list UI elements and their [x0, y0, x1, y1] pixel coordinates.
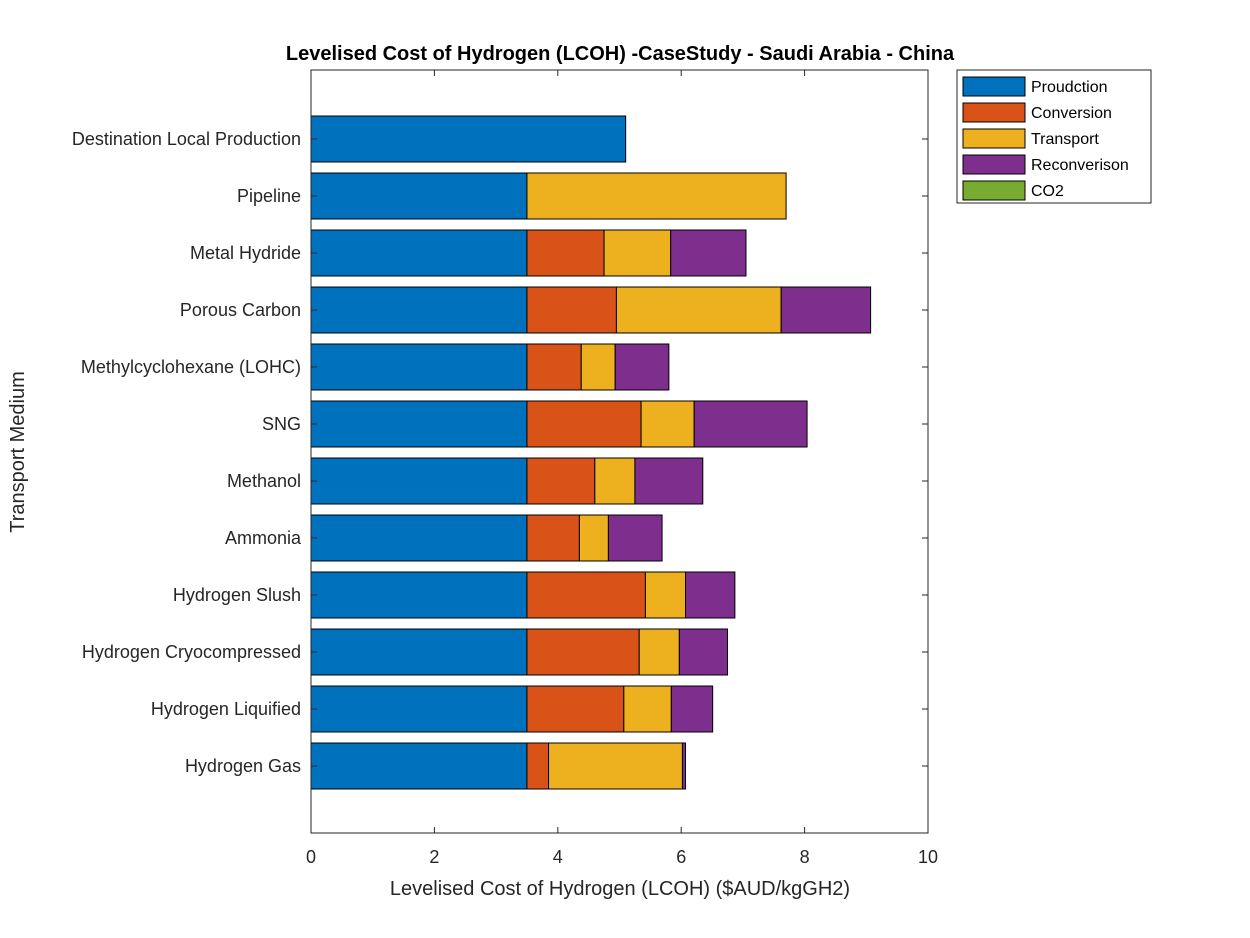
y-tick-label: Hydrogen Liquified	[151, 699, 301, 719]
y-tick-label: Hydrogen Slush	[173, 585, 301, 605]
bar-reconverison-8	[685, 571, 736, 619]
legend-swatch-reconverison	[962, 154, 1026, 175]
bar-conversion-7	[526, 514, 580, 562]
bar-reconverison-10	[670, 685, 714, 733]
bars-group	[310, 115, 872, 790]
bar-transport-1	[526, 172, 787, 220]
y-tick-label: SNG	[262, 414, 301, 434]
bar-conversion-4	[526, 343, 582, 391]
y-tick-label: Ammonia	[225, 528, 302, 548]
bar-proudction-11	[310, 742, 528, 790]
bar-conversion-5	[526, 400, 642, 448]
bar-proudction-2	[310, 229, 528, 277]
bar-conversion-9	[526, 628, 640, 676]
x-tick-label: 6	[676, 847, 686, 867]
y-tick-label: Destination Local Production	[72, 129, 301, 149]
bar-proudction-4	[310, 343, 528, 391]
x-tick-label: 8	[800, 847, 810, 867]
chart-title: Levelised Cost of Hydrogen (LCOH) -CaseS…	[286, 43, 955, 65]
bar-transport-9	[638, 628, 680, 676]
bar-transport-5	[640, 400, 695, 448]
x-tick-label: 0	[306, 847, 316, 867]
x-tick-label: 2	[429, 847, 439, 867]
bar-proudction-9	[310, 628, 528, 676]
bar-transport-8	[644, 571, 687, 619]
bar-proudction-3	[310, 286, 528, 334]
bar-transport-11	[548, 742, 683, 790]
bar-reconverison-11	[681, 742, 687, 790]
y-tick-label: Methanol	[227, 471, 301, 491]
legend-label-transport: Transport	[1031, 131, 1099, 148]
legend-swatch-co2	[962, 180, 1026, 201]
bar-reconverison-3	[780, 286, 872, 334]
y-axis-label: Transport Medium	[7, 371, 29, 533]
legend-label-conversion: Conversion	[1031, 105, 1112, 122]
bar-conversion-2	[526, 229, 605, 277]
y-tick-label: Metal Hydride	[190, 243, 301, 263]
bar-transport-7	[578, 514, 609, 562]
bar-transport-4	[580, 343, 616, 391]
bar-transport-10	[623, 685, 672, 733]
bar-conversion-11	[526, 742, 550, 790]
x-tick-label: 4	[553, 847, 563, 867]
y-tick-label: Porous Carbon	[180, 300, 301, 320]
x-axis: 0 2 4 6 8 10	[306, 70, 938, 867]
legend-swatch-transport	[962, 128, 1026, 149]
x-axis-label: Levelised Cost of Hydrogen (LCOH) ($AUD/…	[390, 878, 850, 900]
bar-proudction-5	[310, 400, 528, 448]
legend[interactable]: Proudction Conversion Transport Reconveriso…	[956, 69, 1152, 204]
bar-transport-6	[594, 457, 636, 505]
bar-transport-2	[603, 229, 672, 277]
bar-reconverison-6	[634, 457, 704, 505]
y-axis: Destination Local Production Pipeline Meta…	[72, 129, 928, 776]
bar-proudction-10	[310, 685, 528, 733]
y-tick-label: Hydrogen Gas	[185, 756, 301, 776]
bar-conversion-3	[526, 286, 617, 334]
bar-proudction-7	[310, 514, 528, 562]
legend-label-reconverison: Reconverison	[1031, 157, 1129, 174]
bar-reconverison-4	[614, 343, 670, 391]
bar-conversion-8	[526, 571, 646, 619]
bar-reconverison-7	[607, 514, 663, 562]
bar-reconverison-5	[693, 400, 808, 448]
bar-transport-3	[615, 286, 782, 334]
bar-proudction-6	[310, 457, 528, 505]
bar-reconverison-2	[670, 229, 747, 277]
bar-proudction-0	[310, 115, 627, 163]
legend-label-proudction: Proudction	[1031, 79, 1108, 96]
x-tick-label: 10	[918, 847, 938, 867]
plot-frame	[310, 69, 929, 834]
y-tick-label: Methylcyclohexane (LOHC)	[81, 357, 301, 377]
legend-swatch-proudction	[962, 76, 1026, 97]
bar-conversion-6	[526, 457, 596, 505]
bar-proudction-1	[310, 172, 528, 220]
legend-label-co2: CO2	[1031, 183, 1064, 200]
bar-conversion-10	[526, 685, 625, 733]
y-tick-label: Pipeline	[237, 186, 301, 206]
legend-swatch-conversion	[962, 102, 1026, 123]
y-tick-label: Hydrogen Cryocompressed	[82, 642, 301, 662]
bar-reconverison-9	[678, 628, 728, 676]
bar-proudction-8	[310, 571, 528, 619]
